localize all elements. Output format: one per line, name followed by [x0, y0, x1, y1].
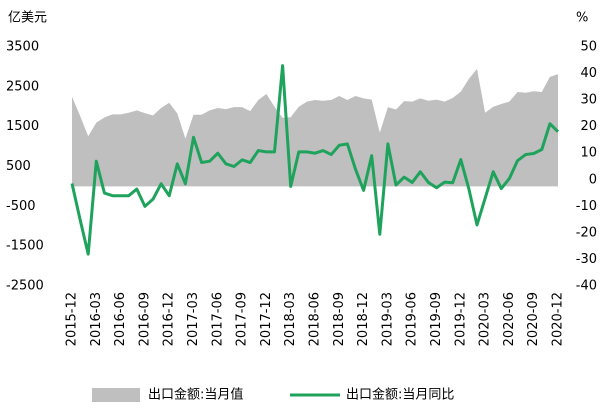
y2-tick-label: 0 — [589, 172, 597, 187]
y2-tick-label: 50 — [580, 40, 597, 55]
x-tick-label: 2019-09 — [429, 292, 444, 346]
x-tick-label: 2017-12 — [259, 292, 274, 346]
x-tick-label: 2020-12 — [551, 292, 566, 346]
y-tick-label: 1500 — [6, 119, 39, 134]
x-tick-label: 2016-09 — [137, 292, 152, 346]
legend-label: 出口金额:当月同比 — [346, 387, 454, 403]
y-axis-unit: 亿美元 — [8, 11, 47, 26]
legend-label: 出口金额:当月值 — [148, 387, 243, 403]
x-tick-label: 2020-09 — [526, 292, 541, 346]
area — [72, 68, 558, 187]
x-tick-label: 2018-03 — [283, 292, 298, 346]
y-tick-label: -1500 — [6, 239, 44, 254]
y2-tick-label: 30 — [580, 93, 597, 108]
y-tick-label: -2500 — [6, 279, 44, 294]
y2-tick-label: -40 — [576, 279, 597, 294]
x-tick-label: 2019-03 — [380, 292, 395, 346]
x-tick-label: 2018-06 — [308, 292, 323, 346]
x-tick-label: 2016-03 — [89, 292, 104, 346]
y2-axis-unit: % — [576, 11, 588, 26]
x-tick-label: 2016-06 — [113, 292, 128, 346]
y-tick-label: 3500 — [6, 40, 39, 55]
x-tick-label: 2020-06 — [502, 292, 517, 346]
y2-tick-label: 40 — [580, 66, 597, 81]
y2-tick-label: -10 — [576, 199, 597, 214]
y-tick-label: 500 — [6, 159, 31, 174]
y2-tick-label: 10 — [580, 146, 597, 161]
y2-tick-label: -20 — [576, 225, 597, 240]
legend-swatch — [92, 388, 140, 402]
x-tick-label: 2017-03 — [186, 292, 201, 346]
line — [70, 64, 560, 256]
y2-tick-label: 20 — [580, 119, 597, 134]
x-tick-label: 2019-06 — [405, 292, 420, 346]
x-tick-label: 2020-03 — [478, 292, 493, 346]
x-tick-label: 2016-12 — [162, 292, 177, 346]
y2-tick-label: -30 — [576, 252, 597, 267]
x-tick-label: 2018-12 — [356, 292, 371, 346]
x-tick-label: 2019-12 — [453, 292, 468, 346]
y-tick-label: -500 — [6, 199, 36, 214]
y-tick-label: 2500 — [6, 79, 39, 94]
x-tick-label: 2018-09 — [332, 292, 347, 346]
x-tick-label: 2015-12 — [65, 292, 80, 346]
x-tick-label: 2017-09 — [235, 292, 250, 346]
x-tick-label: 2017-06 — [210, 292, 225, 346]
